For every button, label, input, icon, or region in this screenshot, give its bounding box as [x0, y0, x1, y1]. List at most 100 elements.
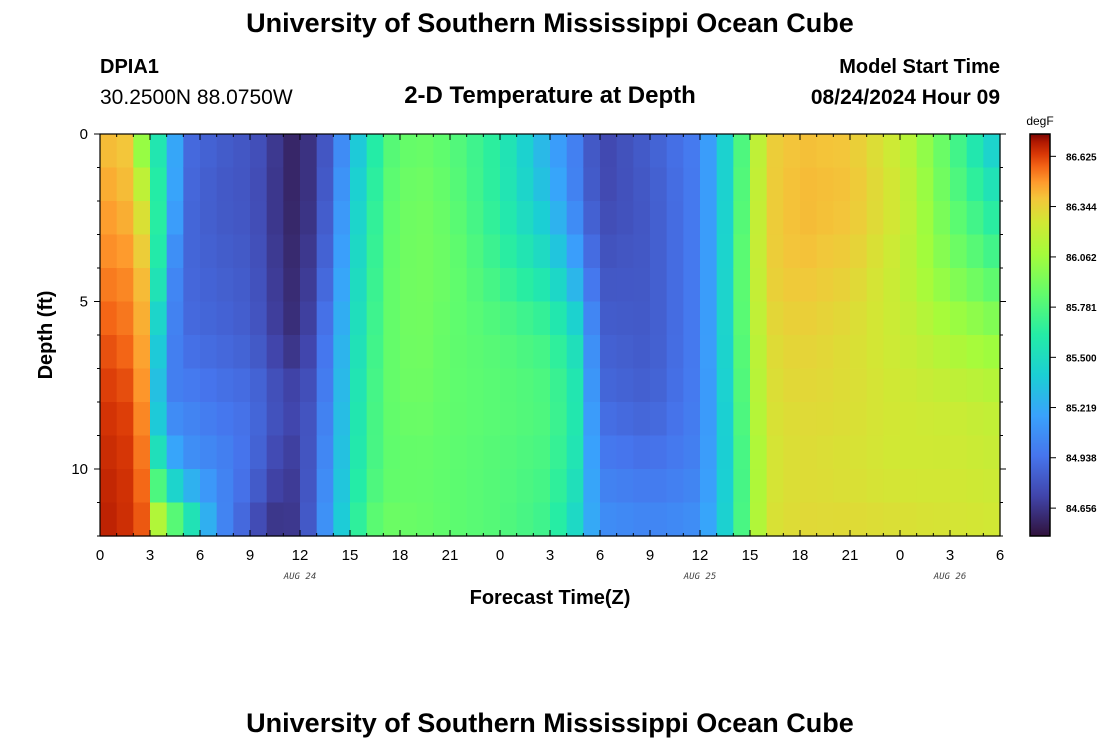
- heatmap-cell: [700, 134, 718, 169]
- heatmap-cell: [933, 368, 951, 403]
- heatmap-cell: [200, 402, 218, 437]
- heatmap-cell: [833, 268, 851, 303]
- heatmap-cell: [150, 402, 168, 437]
- heatmap-cell: [683, 134, 701, 169]
- heatmap-cell: [200, 268, 218, 303]
- heatmap-cell: [983, 301, 1001, 336]
- heatmap-cell: [483, 234, 501, 269]
- heatmap-cell: [766, 201, 784, 236]
- heatmap-cell: [366, 402, 384, 437]
- heatmap-cell: [683, 234, 701, 269]
- heatmap-cell: [333, 167, 351, 202]
- heatmap-cell: [383, 469, 401, 504]
- heatmap-cell: [466, 301, 484, 336]
- y-tick-label: 0: [80, 126, 88, 143]
- heatmap-cell: [416, 268, 434, 303]
- x-tick-label: 9: [646, 547, 654, 564]
- heatmap-cell: [116, 402, 134, 437]
- heatmap-cell: [783, 167, 801, 202]
- heatmap-cell: [966, 301, 984, 336]
- y-tick-label: 10: [71, 461, 88, 478]
- heatmap-cell: [300, 301, 318, 336]
- heatmap-cell: [800, 234, 818, 269]
- heatmap-cell: [133, 368, 151, 403]
- heatmap-cell: [933, 335, 951, 370]
- heatmap-cell: [933, 435, 951, 470]
- heatmap-cell: [416, 301, 434, 336]
- heatmap-cell: [466, 134, 484, 169]
- heatmap-cell: [466, 167, 484, 202]
- heatmap-cell: [816, 167, 834, 202]
- heatmap-cell: [350, 201, 368, 236]
- x-axis: 0 3 6 9 12 15 18 21 0 3 6 9 12 15 18 21 0 3 6 AUG 24 AUG 25 A…: [96, 134, 1004, 582]
- heatmap-cell: [516, 134, 534, 169]
- station-id: DPIA1: [100, 56, 159, 78]
- heatmap-cell: [216, 268, 234, 303]
- heatmap-cell: [983, 368, 1001, 403]
- heatmap-cell: [733, 134, 751, 169]
- heatmap-cell: [550, 234, 568, 269]
- heatmap-cell: [733, 368, 751, 403]
- heatmap-cell: [100, 201, 118, 236]
- heatmap-cell: [183, 167, 201, 202]
- heatmap-cell: [883, 402, 901, 437]
- heatmap-cell: [100, 134, 118, 169]
- heatmap-cell: [716, 201, 734, 236]
- heatmap-cell: [433, 335, 451, 370]
- heatmap-cell: [383, 402, 401, 437]
- heatmap-cell: [633, 201, 651, 236]
- heatmap-cell: [966, 201, 984, 236]
- heatmap-cell: [300, 268, 318, 303]
- heatmap-cell: [183, 402, 201, 437]
- heatmap-cell: [283, 134, 301, 169]
- heatmap-cell: [483, 268, 501, 303]
- heatmap-cell: [816, 435, 834, 470]
- heatmap-cell: [183, 268, 201, 303]
- heatmap-cell: [583, 201, 601, 236]
- heatmap-cell: [266, 435, 284, 470]
- heatmap-cell: [400, 301, 418, 336]
- heatmap-cell: [550, 134, 568, 169]
- heatmap-cell: [866, 201, 884, 236]
- heatmap-cell: [683, 268, 701, 303]
- heatmap-cell: [416, 134, 434, 169]
- heatmap-cell: [850, 469, 868, 504]
- heatmap-cell: [433, 502, 451, 537]
- heatmap-cell: [800, 502, 818, 537]
- heatmap-cell: [833, 335, 851, 370]
- heatmap-cell: [100, 402, 118, 437]
- heatmap-cell: [716, 268, 734, 303]
- heatmap-cell: [166, 201, 184, 236]
- heatmap-cell: [516, 234, 534, 269]
- heatmap-cell: [683, 402, 701, 437]
- heatmap-cell: [650, 167, 668, 202]
- heatmap-cell: [716, 234, 734, 269]
- heatmap-cell: [383, 368, 401, 403]
- heatmap-cell: [233, 402, 251, 437]
- heatmap-cell: [966, 234, 984, 269]
- heatmap-cell: [416, 167, 434, 202]
- heatmap-cell: [400, 134, 418, 169]
- heatmap-cell: [350, 502, 368, 537]
- heatmap-cell: [700, 502, 718, 537]
- heatmap-cell: [416, 368, 434, 403]
- x-tick-label: 12: [292, 547, 309, 564]
- heatmap-cell: [833, 234, 851, 269]
- heatmap-cell: [250, 134, 268, 169]
- heatmap-cell: [150, 301, 168, 336]
- x-tick-label: 15: [342, 547, 359, 564]
- heatmap-cell: [450, 301, 468, 336]
- heatmap-cell: [216, 167, 234, 202]
- heatmap-cell: [850, 201, 868, 236]
- heatmap-cell: [416, 435, 434, 470]
- heatmap-cell: [400, 268, 418, 303]
- heatmap-cell: [300, 234, 318, 269]
- heatmap-cell: [166, 469, 184, 504]
- x-tick-label: 6: [596, 547, 604, 564]
- heatmap-cell: [200, 502, 218, 537]
- heatmap-cell: [266, 201, 284, 236]
- heatmap-cell: [966, 335, 984, 370]
- heatmap-cell: [183, 234, 201, 269]
- heatmap-cell: [283, 368, 301, 403]
- heatmap-cell: [233, 435, 251, 470]
